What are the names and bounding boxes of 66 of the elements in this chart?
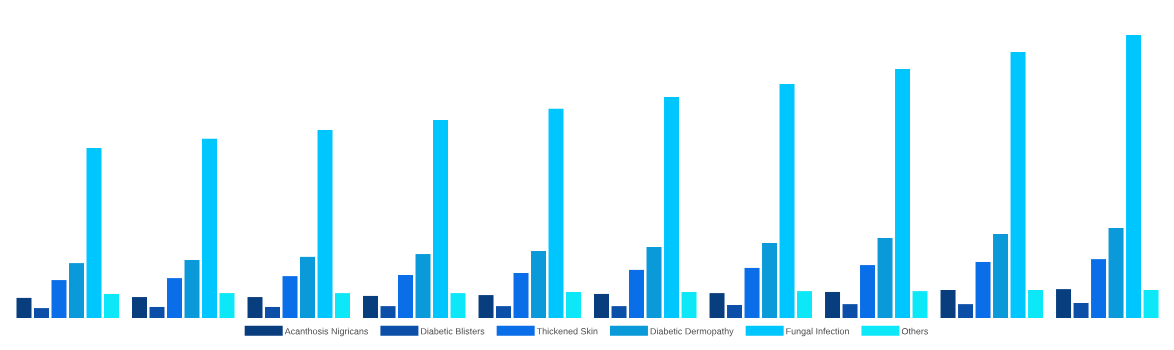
bar [709,293,725,318]
bar [450,293,466,318]
bar [825,291,841,318]
bar [86,147,102,318]
bar [398,274,414,318]
bar [132,297,148,318]
bar [744,267,760,318]
bar [51,280,67,318]
bar [993,233,1009,318]
bar [797,291,813,318]
bar [433,119,449,318]
bar [594,293,610,318]
bar [219,293,235,318]
bar [566,291,582,318]
bar [34,308,49,318]
bar [1010,51,1026,318]
bar [1108,228,1124,318]
bar [1056,289,1072,318]
legend-label: Diabetic Blisters [421,327,485,335]
legend-label: Acanthosis Nigricans [284,327,369,337]
bar [363,295,379,318]
bar [1126,35,1142,318]
bar [335,293,351,318]
legend-label: Diabetic Dermopathy [650,327,734,337]
legend-label: Others [901,327,929,335]
bar [69,263,84,318]
bar [16,297,32,318]
bar [1073,303,1089,318]
bar [202,138,218,318]
bar [184,259,200,318]
legend-label: Thickened Skin [536,327,598,335]
bar [629,269,645,318]
bar [664,96,680,318]
bar [531,250,547,318]
bar [877,237,893,318]
bar [1028,289,1044,318]
bar [300,256,316,318]
bar [860,265,876,318]
bar [1091,259,1107,318]
bar [895,68,911,318]
bar [646,246,662,318]
bar [282,276,298,318]
bar [912,291,928,318]
bar [380,306,396,318]
bar [415,254,431,318]
bar [478,295,494,318]
bar [317,130,333,318]
bar [842,304,858,318]
bar [940,289,956,318]
bar [681,291,697,318]
bar [548,108,564,318]
bar [762,243,778,318]
bar [513,273,529,318]
bar [104,293,119,318]
legend-label: Fungal Infection [786,327,849,337]
bar [247,297,263,318]
bar [1143,289,1159,318]
bar [149,306,165,318]
bar [779,83,795,318]
bar [611,306,627,318]
bar [167,278,183,318]
bar [265,306,281,318]
bar [496,306,512,318]
bar [727,304,743,318]
bar [958,304,974,318]
bar [975,261,991,318]
